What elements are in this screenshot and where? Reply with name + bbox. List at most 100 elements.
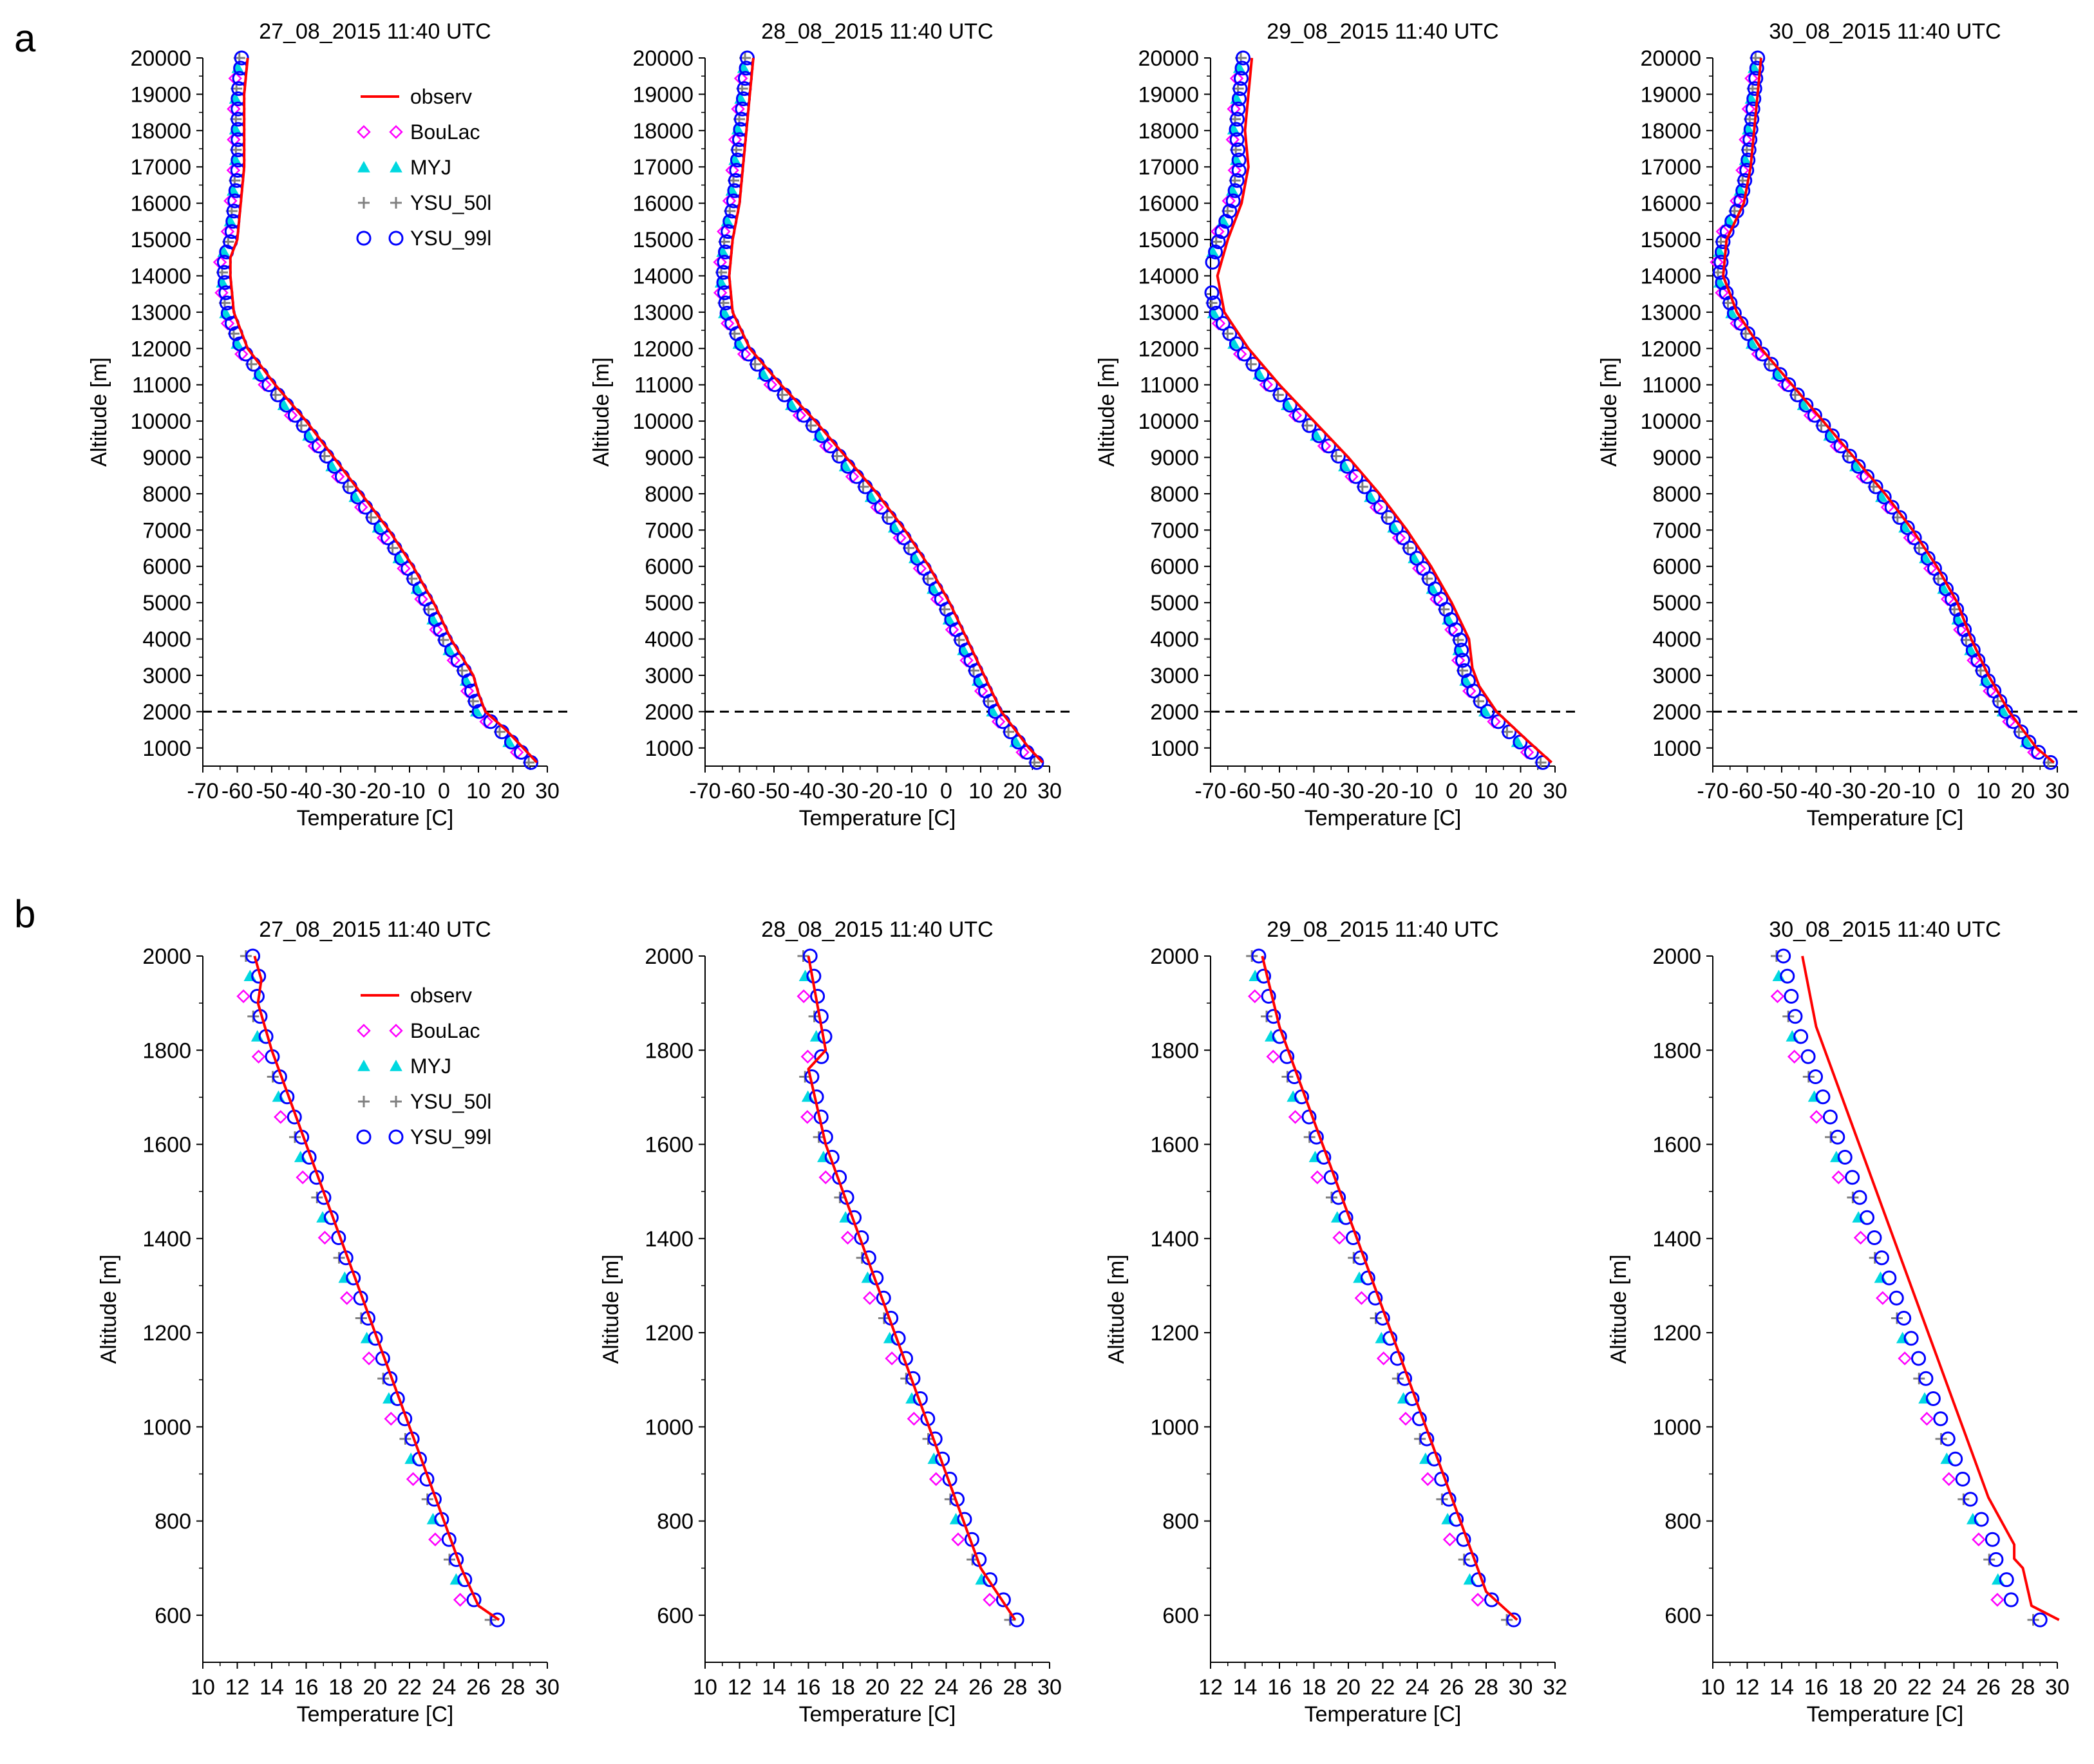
marker-YSU_99l [1739,162,1755,178]
y-tick-label: 14000 [130,264,191,288]
y-tick-label: 19000 [1640,82,1701,107]
marker-YSU_99l [1484,1592,1500,1608]
y-tick-label: 1400 [645,1227,693,1252]
marker-YSU_99l [1800,1049,1816,1064]
y-axis-label: Altitude [m] [1607,1254,1631,1364]
y-axis-label: Altitude [m] [97,1254,121,1364]
y-tick-label: 10000 [1138,409,1199,434]
series-observ-line [253,955,500,1621]
marker-YSU_99l [739,50,755,66]
marker-YSU_99l [1455,653,1470,668]
subplot-a4: 30_08_2015 11:40 UTC 1000 2000 3000 4000 5000… [1597,19,2080,830]
y-tick-label: 1800 [645,1038,693,1063]
marker-BouLac [1266,1049,1281,1064]
series-YSU_50l [1246,950,1513,1626]
marker-YSU_99l [1460,673,1476,688]
subplot-title: 29_08_2015 11:40 UTC [1267,917,1498,942]
marker-YSU_99l [1903,1331,1919,1346]
y-tick-label: 600 [1162,1604,1199,1628]
marker-YSU_99l [1925,1391,1941,1406]
y-tick-label: 4000 [1150,628,1199,652]
legend-label-observ: observ [410,984,472,1007]
x-tick-label: 10 [968,779,993,803]
series-MYJ [243,970,463,1585]
legend-swatch-MYJ [357,1059,370,1071]
marker-YSU_99l [1330,449,1346,464]
marker-YSU_99l [1830,1129,1845,1145]
marker-YSU_99l [1214,224,1230,239]
y-tick-label: 1200 [1652,1321,1701,1346]
x-tick-label: 0 [438,779,450,803]
y-tick-label: 18000 [1640,119,1701,144]
x-tick-label: 12 [1735,1675,1760,1700]
x-tick-label: 20 [1873,1675,1898,1700]
legend: observ BouLac MYJ YSU_50l YSU_99l [356,984,491,1149]
marker-YSU_99l [1746,91,1762,106]
marker-BouLac [406,1472,420,1487]
legend-label-YSU_50l: YSU_50l [410,1090,491,1113]
y-tick-label: 17000 [1138,155,1199,180]
marker-YSU_99l [1744,111,1760,127]
marker-YSU_99l [1348,469,1364,484]
series-YSU_50l [797,950,1016,1626]
y-tick-label: 1600 [1652,1133,1701,1158]
x-tick-label: 12 [225,1675,250,1700]
x-tick-label: 22 [397,1675,422,1700]
x-tick-label: 10 [693,1675,717,1700]
x-tick-label: 20 [363,1675,388,1700]
y-tick-label: 1400 [1150,1227,1199,1252]
x-tick-label: 20 [1336,1675,1361,1700]
marker-YSU_99l [1225,193,1241,209]
x-tick-label: 14 [1233,1675,1258,1700]
y-tick-label: 600 [1665,1604,1701,1628]
marker-BouLac [1972,1532,1986,1546]
marker-YSU_99l [1222,326,1238,341]
subplot-b3: 29_08_2015 11:40 UTC 600 800 1000 1200 1400 16… [1104,917,1567,1727]
x-tick-label: 18 [1302,1675,1326,1700]
marker-BouLac [1898,1351,1912,1365]
marker-YSU_99l [1229,111,1245,127]
x-tick-label: 22 [1371,1675,1395,1700]
marker-BouLac [1399,1411,1413,1426]
marker-YSU_99l [1502,724,1517,740]
x-tick-label: 10 [466,779,491,803]
x-tick-label: -60 [222,779,253,803]
y-tick-label: 3000 [1652,664,1701,688]
y-tick-label: 2000 [1652,700,1701,724]
marker-BouLac [1442,1532,1457,1546]
subplot-a3: 29_08_2015 11:40 UTC 1000 2000 3000 4000 5000… [1095,19,1578,830]
marker-YSU_99l [814,1049,829,1064]
marker-YSU_99l [1402,540,1418,556]
marker-YSU_99l [1357,479,1372,494]
marker-YSU_99l [1272,387,1288,402]
marker-BouLac [863,1291,877,1305]
marker-YSU_99l [1301,418,1317,433]
y-tick-label: 1200 [645,1321,693,1346]
marker-YSU_99l [1256,968,1272,984]
x-tick-label: -50 [1263,779,1295,803]
x-tick-label: 12 [728,1675,752,1700]
marker-BouLac [1853,1230,1868,1245]
marker-BouLac [983,1593,997,1607]
x-tick-label: 20 [1003,779,1028,803]
marker-YSU_99l [1204,285,1220,301]
marker-YSU_99l [1339,458,1355,474]
marker-BouLac [800,1110,815,1124]
series-BouLac [212,71,524,760]
marker-YSU_99l [1876,489,1892,505]
marker-YSU_99l [1963,1492,1978,1507]
marker-YSU_99l [1365,489,1381,505]
y-tick-label: 800 [657,1510,693,1534]
marker-YSU_99l [1229,336,1244,352]
marker-YSU_99l [1808,1069,1824,1084]
marker-YSU_99l [1822,1109,1838,1125]
marker-YSU_99l [1787,1009,1803,1024]
series-YSU_50l [1205,52,1547,769]
marker-BouLac [1471,1593,1485,1607]
y-tick-label: 1000 [142,737,191,761]
marker-YSU_99l [1388,520,1404,536]
x-tick-label: -70 [689,779,721,803]
x-axis-label: Temperature [C] [297,1702,454,1727]
marker-YSU_99l [1714,244,1730,259]
